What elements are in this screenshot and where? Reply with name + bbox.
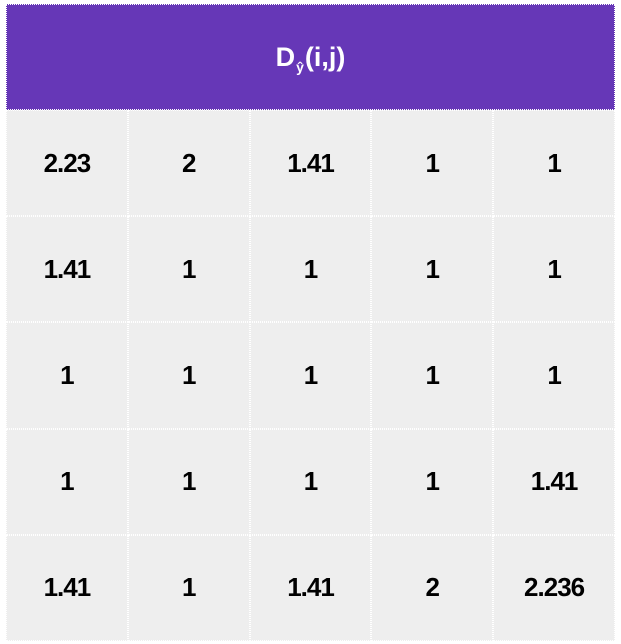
matrix-cell: 1 xyxy=(127,322,250,429)
matrix-cell: 1 xyxy=(6,428,128,535)
matrix-cell: 1 xyxy=(371,216,494,323)
header-subscript: ŷ xyxy=(296,59,304,75)
matrix-cell: 2 xyxy=(127,110,250,217)
matrix-cell: 1 xyxy=(249,428,372,535)
matrix-cell: 1 xyxy=(249,322,372,429)
matrix-cell: 1 xyxy=(6,322,128,429)
header-base: D xyxy=(275,41,296,72)
matrix-cell: 1.41 xyxy=(249,110,372,217)
matrix-cell: 1 xyxy=(249,216,372,323)
matrix-cell: 1.41 xyxy=(6,216,128,323)
matrix-cell: 1 xyxy=(493,216,615,323)
distance-matrix: 2.23 2 1.41 1 1 1.41 1 1 1 1 1 1 1 1 1 1… xyxy=(6,110,615,641)
matrix-cell: 1 xyxy=(127,216,250,323)
header-args: (i,j) xyxy=(304,41,346,72)
matrix-cell: 2.23 xyxy=(6,110,128,217)
matrix-cell: 1.41 xyxy=(493,428,615,535)
matrix-cell: 1.41 xyxy=(6,534,128,641)
matrix-cell: 1 xyxy=(493,110,615,217)
matrix-cell: 1 xyxy=(127,428,250,535)
matrix-cell: 1 xyxy=(493,322,615,429)
matrix-cell: 2.236 xyxy=(493,534,615,641)
matrix-cell: 1 xyxy=(371,428,494,535)
matrix-cell: 1 xyxy=(371,110,494,217)
matrix-cell: 1 xyxy=(371,322,494,429)
matrix-cell: 2 xyxy=(371,534,494,641)
matrix-cell: 1 xyxy=(127,534,250,641)
matrix-cell: 1.41 xyxy=(249,534,372,641)
